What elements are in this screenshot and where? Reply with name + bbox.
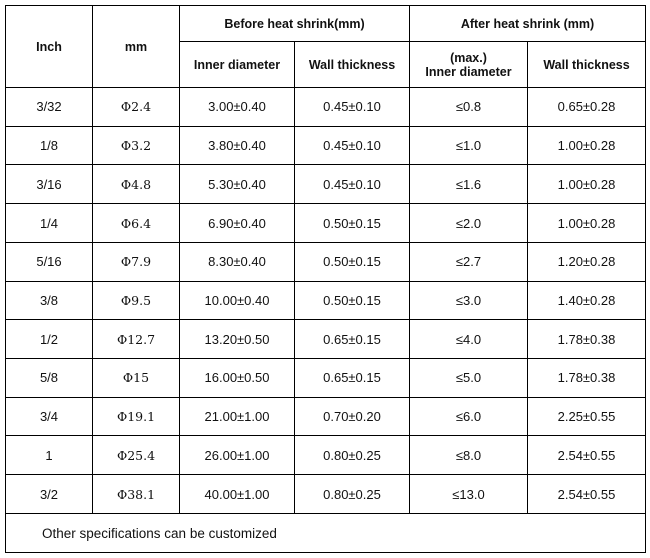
- cell-mm: Φ15: [92, 358, 180, 398]
- cell-after-wall: 1.20±0.28: [526, 241, 647, 282]
- header-row-top: Inch mm Before heat shrink(mm) After hea…: [5, 5, 647, 88]
- cell-after-wall: 0.65±0.28: [526, 87, 647, 127]
- cell-before-wall: 0.70±0.20: [294, 396, 410, 437]
- cell-inch: 3/32: [5, 87, 93, 127]
- cell-inch: 1/4: [5, 203, 93, 243]
- cell-before-wall: 0.65±0.15: [294, 319, 410, 360]
- cell-after-wall: 1.00±0.28: [526, 125, 647, 166]
- cell-after-inner: ≤13.0: [409, 474, 528, 514]
- cell-mm: Φ6.4: [92, 203, 180, 243]
- table-row: 5/16 Φ7.9 8.30±0.40 0.50±0.15 ≤2.7 1.20±…: [5, 241, 647, 282]
- footer-row: Other specifications can be customized: [4, 513, 647, 553]
- cell-after-inner: ≤4.0: [409, 319, 528, 360]
- cell-before-wall: 0.50±0.15: [294, 203, 410, 243]
- table-row: 3/16 Φ4.8 5.30±0.40 0.45±0.10 ≤1.6 1.00±…: [5, 164, 647, 205]
- cell-after-wall: 1.78±0.38: [526, 358, 647, 398]
- cell-before-inner: 3.80±0.40: [179, 125, 295, 166]
- cell-after-inner: ≤1.0: [409, 125, 528, 166]
- spec-table: Inch mm Before heat shrink(mm) After hea…: [4, 5, 647, 553]
- table-row: 1/4 Φ6.4 6.90±0.40 0.50±0.15 ≤2.0 1.00±0…: [5, 203, 647, 243]
- cell-after-inner: ≤6.0: [409, 396, 528, 437]
- cell-before-wall: 0.45±0.10: [294, 164, 410, 205]
- cell-after-wall: 1.00±0.28: [526, 164, 647, 205]
- cell-before-wall: 0.80±0.25: [294, 474, 410, 514]
- cell-after-wall: 2.54±0.55: [526, 435, 647, 476]
- cell-before-inner: 10.00±0.40: [179, 280, 295, 321]
- cell-inch: 5/8: [5, 358, 93, 398]
- cell-before-wall: 0.45±0.10: [294, 125, 410, 166]
- cell-mm: Φ7.9: [92, 241, 180, 282]
- header-mm: mm: [92, 5, 180, 88]
- cell-inch: 3/8: [5, 280, 93, 321]
- cell-after-inner: ≤5.0: [409, 358, 528, 398]
- table-row: 1/8 Φ3.2 3.80±0.40 0.45±0.10 ≤1.0 1.00±0…: [5, 125, 647, 166]
- cell-before-inner: 26.00±1.00: [179, 435, 295, 476]
- cell-inch: 1/8: [5, 125, 93, 166]
- cell-before-wall: 0.50±0.15: [294, 280, 410, 321]
- cell-inch: 1/2: [5, 319, 93, 360]
- header-after-inner-label: Inner diameter: [425, 64, 512, 79]
- cell-mm: Φ9.5: [92, 280, 180, 321]
- header-after-wall: Wall thickness: [526, 41, 647, 88]
- cell-mm: Φ19.1: [92, 396, 180, 437]
- cell-before-inner: 8.30±0.40: [179, 241, 295, 282]
- table-row: 3/32 Φ2.4 3.00±0.40 0.45±0.10 ≤0.8 0.65±…: [5, 87, 647, 127]
- header-inch: Inch: [5, 5, 93, 88]
- cell-mm: Φ25.4: [92, 435, 180, 476]
- header-row-sub: Inner diameter Wall thickness (max.) Inn…: [6, 41, 647, 88]
- cell-before-wall: 0.80±0.25: [294, 435, 410, 476]
- table-row: 3/4 Φ19.1 21.00±1.00 0.70±0.20 ≤6.0 2.25…: [5, 396, 647, 437]
- footer-note: Other specifications can be customized: [4, 513, 647, 553]
- header-after-inner-max: (max.): [450, 50, 487, 65]
- cell-after-inner: ≤2.7: [409, 241, 528, 282]
- table-body: 3/32 Φ2.4 3.00±0.40 0.45±0.10 ≤0.8 0.65±…: [5, 87, 647, 514]
- cell-after-wall: 1.78±0.38: [526, 319, 647, 360]
- table-row: 5/8 Φ15 16.00±0.50 0.65±0.15 ≤5.0 1.78±0…: [5, 358, 647, 398]
- header-before-group: Before heat shrink(mm): [179, 5, 410, 42]
- cell-mm: Φ2.4: [92, 87, 180, 127]
- cell-before-wall: 0.45±0.10: [294, 87, 410, 127]
- header-after-group: After heat shrink (mm): [408, 5, 647, 42]
- cell-before-inner: 13.20±0.50: [179, 319, 295, 360]
- cell-inch: 1: [5, 435, 93, 476]
- cell-inch: 3/4: [5, 396, 93, 437]
- cell-after-inner: ≤3.0: [409, 280, 528, 321]
- cell-before-inner: 3.00±0.40: [179, 87, 295, 127]
- cell-before-wall: 0.65±0.15: [294, 358, 410, 398]
- cell-before-inner: 6.90±0.40: [179, 203, 295, 243]
- header-before-wall: Wall thickness: [294, 41, 410, 88]
- cell-mm: Φ3.2: [92, 125, 180, 166]
- cell-mm: Φ38.1: [92, 474, 180, 514]
- cell-after-inner: ≤8.0: [409, 435, 528, 476]
- cell-before-inner: 16.00±0.50: [179, 358, 295, 398]
- cell-after-wall: 2.25±0.55: [526, 396, 647, 437]
- cell-before-inner: 5.30±0.40: [179, 164, 295, 205]
- cell-inch: 3/16: [5, 164, 93, 205]
- table-row: 3/8 Φ9.5 10.00±0.40 0.50±0.15 ≤3.0 1.40±…: [5, 280, 647, 321]
- cell-after-wall: 1.40±0.28: [526, 280, 647, 321]
- cell-after-inner: ≤0.8: [409, 87, 528, 127]
- cell-mm: Φ12.7: [92, 319, 180, 360]
- header-before-inner: Inner diameter: [179, 41, 295, 88]
- cell-after-wall: 2.54±0.55: [526, 474, 647, 514]
- cell-mm: Φ4.8: [92, 164, 180, 205]
- cell-after-inner: ≤2.0: [409, 203, 528, 243]
- cell-after-inner: ≤1.6: [409, 164, 528, 205]
- cell-before-inner: 40.00±1.00: [179, 474, 295, 514]
- table-row: 3/2 Φ38.1 40.00±1.00 0.80±0.25 ≤13.0 2.5…: [5, 474, 647, 514]
- header-after-inner: (max.) Inner diameter: [409, 41, 528, 88]
- cell-after-wall: 1.00±0.28: [526, 203, 647, 243]
- cell-before-inner: 21.00±1.00: [179, 396, 295, 437]
- cell-inch: 3/2: [5, 474, 93, 514]
- table-row: 1 Φ25.4 26.00±1.00 0.80±0.25 ≤8.0 2.54±0…: [5, 435, 647, 476]
- cell-inch: 5/16: [5, 241, 93, 282]
- table-row: 1/2 Φ12.7 13.20±0.50 0.65±0.15 ≤4.0 1.78…: [5, 319, 647, 360]
- cell-before-wall: 0.50±0.15: [294, 241, 410, 282]
